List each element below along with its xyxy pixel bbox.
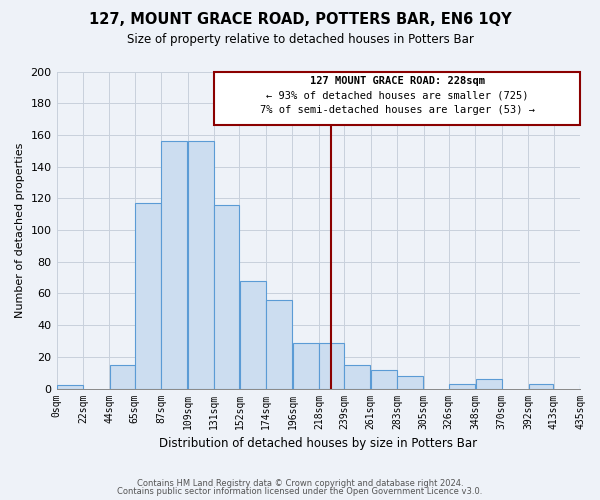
Text: Size of property relative to detached houses in Potters Bar: Size of property relative to detached ho…	[127, 32, 473, 46]
Bar	[57, 386, 83, 388]
Text: Contains HM Land Registry data © Crown copyright and database right 2024.: Contains HM Land Registry data © Crown c…	[137, 478, 463, 488]
Text: 127, MOUNT GRACE ROAD, POTTERS BAR, EN6 1QY: 127, MOUNT GRACE ROAD, POTTERS BAR, EN6 …	[89, 12, 511, 28]
Bar	[476, 379, 502, 388]
Bar	[529, 384, 553, 388]
Y-axis label: Number of detached properties: Number of detached properties	[15, 142, 25, 318]
Text: ← 93% of detached houses are smaller (725): ← 93% of detached houses are smaller (72…	[266, 90, 529, 101]
Bar	[266, 300, 292, 388]
Bar	[319, 342, 344, 388]
Text: Contains public sector information licensed under the Open Government Licence v3: Contains public sector information licen…	[118, 487, 482, 496]
FancyBboxPatch shape	[214, 72, 580, 126]
Bar	[240, 281, 266, 388]
Bar	[188, 142, 214, 388]
Bar	[135, 203, 161, 388]
Bar	[293, 342, 319, 388]
Bar	[449, 384, 475, 388]
Bar	[371, 370, 397, 388]
Text: 127 MOUNT GRACE ROAD: 228sqm: 127 MOUNT GRACE ROAD: 228sqm	[310, 76, 485, 86]
Bar	[397, 376, 423, 388]
Bar	[110, 365, 134, 388]
Bar	[580, 384, 600, 388]
Bar	[161, 142, 187, 388]
Bar	[214, 204, 239, 388]
X-axis label: Distribution of detached houses by size in Potters Bar: Distribution of detached houses by size …	[159, 437, 478, 450]
Text: 7% of semi-detached houses are larger (53) →: 7% of semi-detached houses are larger (5…	[260, 105, 535, 115]
Bar	[344, 365, 370, 388]
